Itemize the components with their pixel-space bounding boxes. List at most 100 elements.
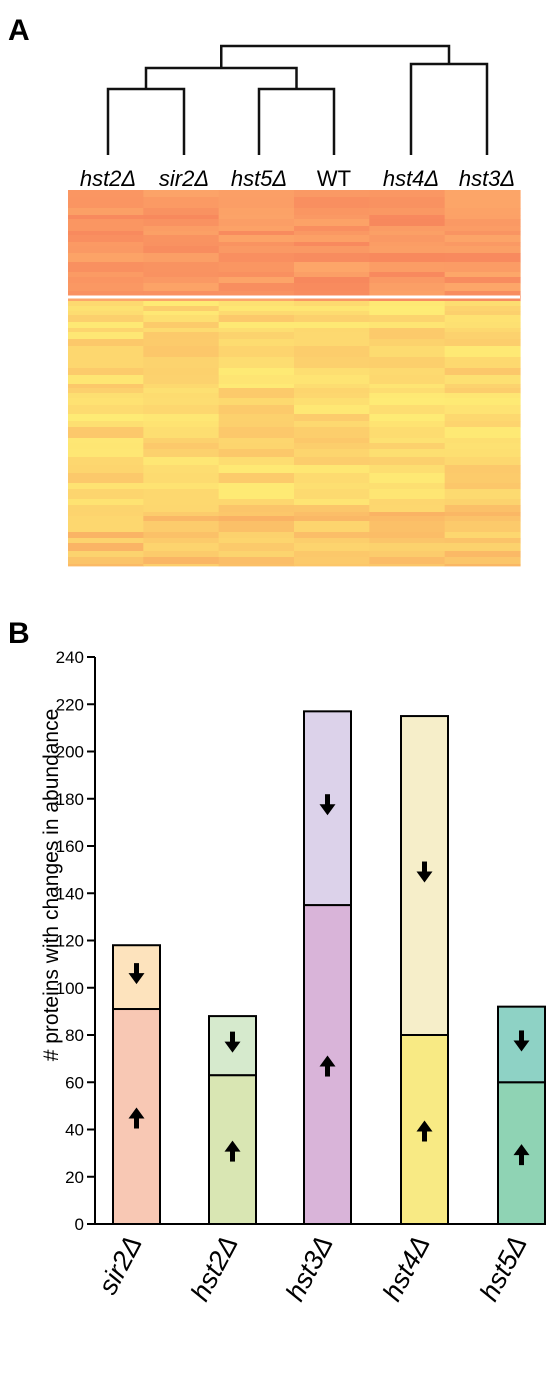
y-axis: 0 20 40 60 80 100 120 140 160 180 200 220 240 (56, 648, 540, 1234)
heatmap-cell (143, 538, 220, 544)
dendrogram-link-hst4-hst3 (409, 62, 489, 155)
heatmap-cell (218, 532, 295, 539)
y-tick-label: 200 (56, 743, 84, 762)
heatmap-cell (369, 438, 446, 444)
heatmap-cell (294, 215, 370, 220)
heatmap-cell (218, 306, 295, 312)
heatmap-cell (143, 357, 220, 369)
heatmap-cell (68, 315, 144, 323)
strain-label: hst4Δ (383, 166, 439, 191)
y-axis-label: # proteins with changes in abundance (40, 709, 63, 1062)
heatmap-cell (218, 315, 295, 323)
up-arrow-icon (128, 1107, 145, 1129)
heatmap-cell (218, 557, 295, 565)
heatmap-cell (143, 277, 220, 284)
heatmap-cell (68, 291, 144, 297)
heatmap-cell (218, 208, 295, 216)
heatmap-cell (68, 262, 144, 273)
heatmap-cell (369, 512, 446, 517)
heatmap-cell (143, 473, 220, 484)
heatmap-cell (294, 499, 370, 506)
heatmap-cell (444, 328, 521, 333)
dendrogram (106, 44, 489, 155)
heatmap-cell (218, 262, 295, 273)
heatmap-cell (369, 311, 446, 316)
heatmap-cell (294, 315, 370, 323)
heatmap-cell (218, 521, 295, 533)
heatmap-cell (294, 405, 370, 415)
heatmap-cell (143, 483, 220, 490)
strain-label: hst3Δ (459, 166, 515, 191)
heatmap-cell (218, 516, 295, 522)
heatmap-cell (218, 339, 295, 347)
dendrogram-link-hst2-sir2 (106, 87, 186, 155)
heatmap-cell (68, 311, 144, 316)
heatmap-cell (143, 315, 220, 323)
heatmap-cell (68, 368, 144, 376)
heatmap-cell (143, 215, 220, 220)
heatmap-cell (68, 215, 144, 220)
heatmap-cell (68, 414, 144, 422)
heatmap-cell (143, 499, 220, 506)
heatmap-cell (143, 532, 220, 539)
category-label: sir2Δ (92, 1231, 147, 1299)
heatmap-cell (68, 405, 144, 415)
heatmap-cell (68, 242, 144, 247)
heatmap-cell (369, 557, 446, 565)
heatmap-cell (444, 421, 521, 428)
heatmap-cell (369, 208, 446, 216)
heatmap-cell (68, 564, 144, 567)
heatmap-cell (369, 505, 446, 513)
heatmap-cell (143, 388, 220, 394)
heatmap-cell (218, 505, 295, 513)
heatmap-cell (143, 339, 220, 347)
heatmap-cell (444, 483, 521, 490)
heatmap-cell (68, 339, 144, 347)
heatmap-cell (143, 262, 220, 273)
y-tick-label: 140 (56, 884, 84, 903)
heatmap-cell (444, 235, 521, 243)
heatmap-cell (68, 277, 144, 284)
heatmap-cell (143, 543, 220, 552)
heatmap-cell (68, 457, 144, 466)
up-arrow-icon (513, 1144, 530, 1166)
heatmap-cell (218, 283, 295, 292)
heatmap-cell (444, 438, 521, 444)
heatmap-cell (68, 357, 144, 369)
heatmap-cell (68, 231, 144, 236)
dendrogram-link-group-left (144, 66, 298, 89)
heatmap-cell (294, 512, 370, 517)
y-tick-label: 180 (56, 790, 84, 809)
down-arrow-icon (416, 861, 433, 883)
heatmap-cell (218, 277, 295, 284)
heatmap-cell (444, 473, 521, 484)
heatmap-cell (294, 283, 370, 292)
heatmap-cell (369, 197, 446, 209)
heatmap-cell (218, 473, 295, 484)
heatmap-cell (143, 427, 220, 439)
heatmap-cell (294, 253, 370, 263)
heatmap-cell (369, 283, 446, 292)
heatmap-cell (218, 190, 295, 198)
heatmap-cell (444, 449, 521, 458)
heatmap-cell (294, 277, 370, 284)
heatmap-cell (369, 414, 446, 422)
strain-label: hst5Δ (231, 166, 287, 191)
heatmap-cell (294, 449, 370, 458)
y-tick-label: 120 (56, 932, 84, 951)
heatmap-cell (369, 564, 446, 567)
heatmap-cell (369, 532, 446, 539)
heatmap-cell (143, 346, 220, 358)
heatmap-cell (294, 465, 370, 474)
heatmap-cell (369, 306, 446, 312)
heatmap-cell (143, 564, 220, 567)
heatmap-cell (143, 328, 220, 333)
heatmap-cell (444, 322, 521, 329)
heatmap-cell (143, 368, 220, 376)
heatmap-cell (294, 443, 370, 450)
heatmap-cell (68, 272, 144, 278)
heatmap-cell (68, 512, 144, 517)
heatmap-cell (143, 443, 220, 450)
heatmap-cell (444, 301, 521, 307)
heatmap-cell (294, 473, 370, 484)
